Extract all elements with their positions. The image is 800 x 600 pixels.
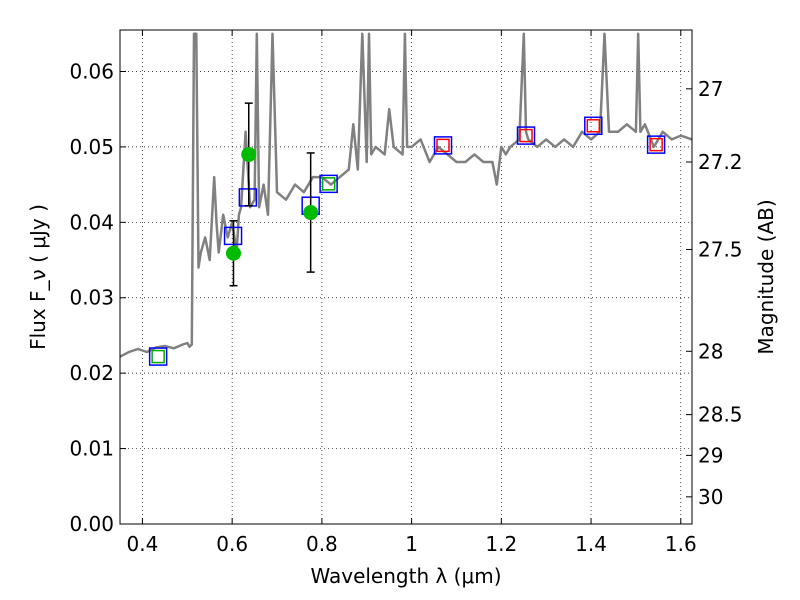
x-tick-label: 1 (405, 532, 418, 556)
y-tick-label: 0.03 (69, 286, 114, 310)
y-tick-label: 0.06 (69, 59, 114, 83)
model-spectrum-layer (120, 32, 692, 358)
x-tick-label: 1.4 (575, 532, 607, 556)
observed-flux-point (303, 205, 319, 221)
x-tick-label: 1.2 (485, 532, 517, 556)
marker-layer (148, 102, 666, 366)
y2-tick-label: 30 (698, 485, 723, 509)
photometry-marker (436, 138, 450, 153)
photometry-marker (321, 177, 336, 191)
photometry-marker (151, 349, 165, 364)
y-tick-label: 0.01 (69, 437, 114, 461)
x-tick-label: 1.6 (665, 532, 697, 556)
y2-tick-label: 28.5 (698, 403, 743, 427)
y2-axis-label: Magnitude (AB) (754, 199, 778, 354)
y2-tick-label: 27 (698, 77, 723, 101)
y-tick-label: 0.02 (69, 361, 114, 385)
photometry-marker (433, 136, 453, 155)
y-tick-label: 0.05 (69, 135, 114, 159)
photometry-marker (586, 119, 601, 133)
x-tick-label: 0.8 (306, 532, 338, 556)
y2-tick-label: 27.2 (698, 150, 743, 174)
y2-tick-label: 28 (698, 339, 723, 363)
y-axis-left: 0.00 0.01 0.02 0.03 0.04 0.05 0.06 (69, 59, 126, 536)
y2-tick-label: 29 (698, 443, 723, 467)
plot-frame (119, 29, 693, 525)
x-tick-label: 0.4 (127, 532, 159, 556)
x-axis-label: Wavelength λ (μm) (310, 564, 501, 588)
photometry-marker (649, 137, 663, 152)
observed-flux-point (226, 245, 242, 261)
y-axis-label: Flux F_ν ( μJy ) (26, 204, 50, 350)
x-tick-label: 0.6 (216, 532, 248, 556)
x-axis: 0.4 0.6 0.8 1 1.2 1.4 1.6 (127, 30, 697, 556)
photometry-marker (519, 128, 533, 143)
photometry-marker (319, 174, 338, 194)
photometry-marker (516, 126, 536, 145)
y-axis-right: 27 27.2 27.5 28 28.5 29 30 (686, 77, 743, 509)
model-spectrum-line (120, 32, 692, 358)
photometry-marker (148, 347, 168, 366)
y-tick-label: 0.04 (69, 210, 114, 234)
observed-flux-point (241, 146, 257, 162)
photometry-marker (646, 135, 666, 154)
y-tick-label: 0.00 (69, 512, 114, 536)
y2-tick-label: 27.5 (698, 237, 743, 261)
photometry-marker (584, 116, 603, 136)
